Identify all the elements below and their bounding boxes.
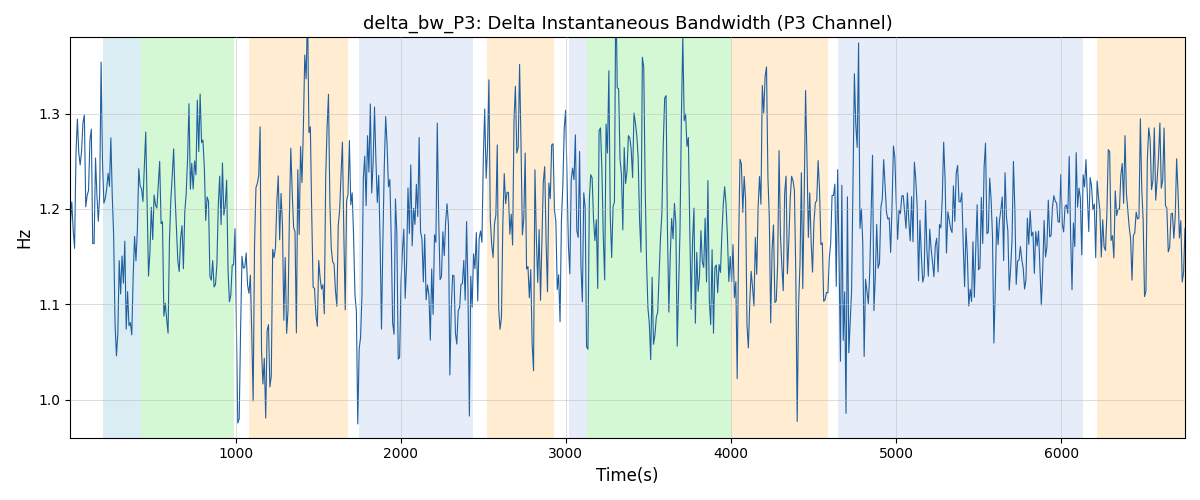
Bar	[1098, 38, 1186, 438]
Bar	[839, 38, 1082, 438]
Bar	[103, 38, 142, 438]
Bar	[587, 38, 731, 438]
Bar	[359, 38, 473, 438]
Bar	[569, 38, 587, 438]
Bar	[486, 38, 554, 438]
Y-axis label: Hz: Hz	[14, 227, 32, 248]
Bar	[248, 38, 348, 438]
Title: delta_bw_P3: Delta Instantaneous Bandwidth (P3 Channel): delta_bw_P3: Delta Instantaneous Bandwid…	[362, 15, 893, 34]
Bar	[142, 38, 234, 438]
Bar	[731, 38, 828, 438]
X-axis label: Time(s): Time(s)	[596, 467, 659, 485]
